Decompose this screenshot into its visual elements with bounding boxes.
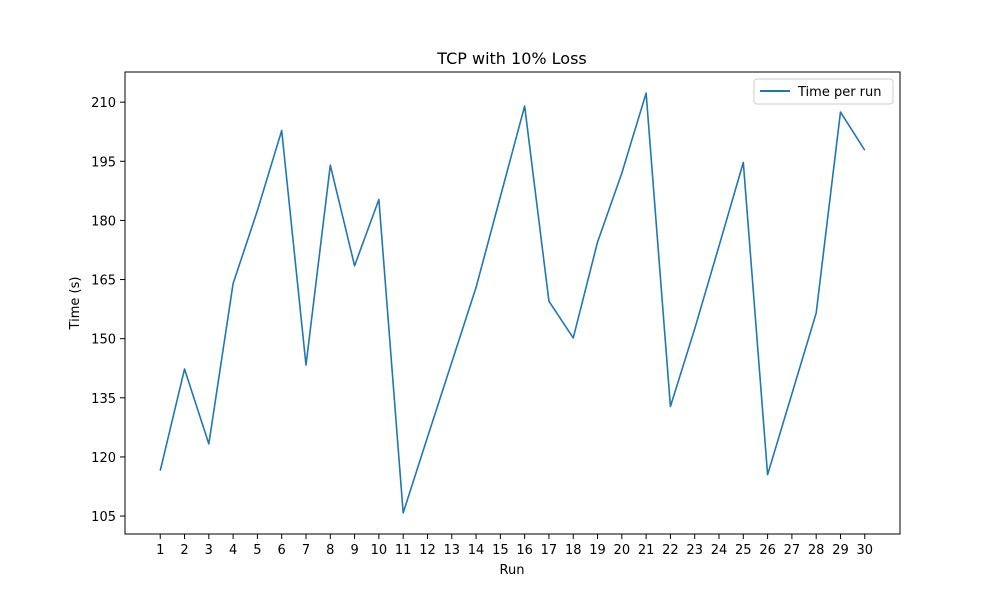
x-tick-label: 3 <box>205 543 213 558</box>
x-tick-label: 10 <box>371 543 388 558</box>
x-tick-label: 2 <box>180 543 188 558</box>
plot-area: 1 2 3 4 5 6 7 8 9 10 11 12 13 14 15 16 17 18 19 20 21 22 23 24 2… <box>91 92 873 558</box>
x-tick-label: 4 <box>229 543 237 558</box>
x-tick-label: 30 <box>856 543 873 558</box>
x-tick-label: 11 <box>395 543 412 558</box>
plot-frame <box>124 71 901 535</box>
y-axis-label: Time (s) <box>68 277 83 331</box>
x-tick-label: 13 <box>443 543 460 558</box>
y-tick-label: 210 <box>91 96 116 111</box>
x-tick-label: 25 <box>735 543 752 558</box>
x-tick-label: 5 <box>253 543 261 558</box>
x-tick-label: 7 <box>302 543 310 558</box>
x-tick-label: 14 <box>468 543 485 558</box>
x-tick-label: 16 <box>516 543 533 558</box>
chart-title: TCP with 10% Loss <box>436 49 587 68</box>
legend: Time per run <box>753 78 894 105</box>
x-tick-label: 12 <box>419 543 436 558</box>
x-tick-label: 6 <box>278 543 286 558</box>
x-tick-label: 20 <box>614 543 631 558</box>
y-tick-label: 105 <box>91 510 116 525</box>
y-tick-label: 165 <box>91 274 116 289</box>
x-tick-label: 1 <box>156 543 164 558</box>
x-tick-label: 22 <box>662 543 679 558</box>
x-tick-label: 29 <box>832 543 849 558</box>
x-tick-label: 23 <box>686 543 703 558</box>
legend-label: Time per run <box>797 85 882 100</box>
x-tick-label: 17 <box>541 543 558 558</box>
x-tick-label: 8 <box>326 543 334 558</box>
y-tick-label: 135 <box>91 392 116 407</box>
y-tick-label: 195 <box>91 155 116 170</box>
x-tick-label: 21 <box>638 543 655 558</box>
y-tick-label: 120 <box>91 451 116 466</box>
y-tick-label: 150 <box>91 333 116 348</box>
series-line <box>159 92 866 514</box>
x-tick-label: 27 <box>784 543 801 558</box>
y-tick-label: 180 <box>91 214 116 229</box>
x-tick-label: 15 <box>492 543 509 558</box>
x-axis-label: Run <box>500 563 525 578</box>
x-tick-label: 26 <box>759 543 776 558</box>
x-tick-label: 24 <box>711 543 728 558</box>
x-tick-label: 9 <box>350 543 358 558</box>
x-tick-label: 18 <box>565 543 582 558</box>
x-tick-label: 28 <box>808 543 825 558</box>
x-tick-label: 19 <box>589 543 606 558</box>
legend-box <box>753 78 894 105</box>
